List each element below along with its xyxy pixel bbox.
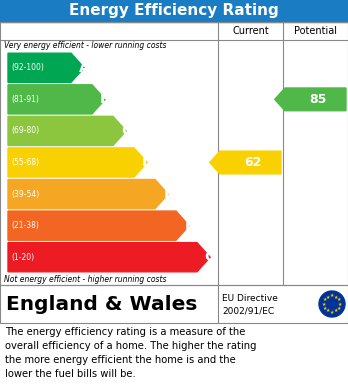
Polygon shape [8,179,168,209]
Text: ★: ★ [322,301,326,307]
Text: Current: Current [232,26,269,36]
Text: lower the fuel bills will be.: lower the fuel bills will be. [5,369,136,379]
Text: Potential: Potential [294,26,337,36]
Text: ★: ★ [326,308,330,314]
Text: ★: ★ [323,298,327,303]
Text: F: F [184,219,194,233]
Text: (69-80): (69-80) [11,126,39,135]
Bar [0,285,348,323]
Polygon shape [8,117,126,145]
Text: B: B [100,92,110,106]
Text: 2002/91/EC: 2002/91/EC [222,306,274,315]
Text: ★: ★ [326,294,330,300]
Text: (39-54): (39-54) [11,190,39,199]
Polygon shape [8,85,105,114]
Text: Energy Efficiency Rating: Energy Efficiency Rating [69,4,279,18]
Text: G: G [204,250,216,264]
Text: (21-38): (21-38) [11,221,39,230]
Text: C: C [121,124,131,138]
Circle shape [319,291,345,317]
Text: ★: ★ [337,298,341,303]
Text: ★: ★ [334,308,338,314]
Text: (1-20): (1-20) [11,253,34,262]
Text: D: D [141,156,153,170]
Text: (92-100): (92-100) [11,63,44,72]
Text: England & Wales: England & Wales [6,294,197,314]
Polygon shape [8,243,210,272]
Text: Very energy efficient - lower running costs: Very energy efficient - lower running co… [4,41,166,50]
Text: ★: ★ [337,305,341,310]
Text: EU Directive: EU Directive [222,294,278,303]
Text: the more energy efficient the home is and the: the more energy efficient the home is an… [5,355,236,365]
Bar [0,0,348,22]
Text: ★: ★ [323,305,327,310]
Text: (81-91): (81-91) [11,95,39,104]
Text: (55-68): (55-68) [11,158,39,167]
Text: 85: 85 [309,93,326,106]
Polygon shape [8,53,84,83]
Text: 62: 62 [244,156,261,169]
Polygon shape [275,88,346,111]
Text: ★: ★ [330,293,334,298]
Text: ★: ★ [338,301,342,307]
Text: overall efficiency of a home. The higher the rating: overall efficiency of a home. The higher… [5,341,256,351]
Polygon shape [8,211,189,240]
Text: ★: ★ [330,310,334,315]
Text: E: E [163,187,173,201]
Text: ★: ★ [334,294,338,300]
Text: The energy efficiency rating is a measure of the: The energy efficiency rating is a measur… [5,327,245,337]
Polygon shape [8,148,147,177]
Polygon shape [210,151,281,174]
Bar [0,22,348,285]
Text: A: A [79,61,89,75]
Text: Not energy efficient - higher running costs: Not energy efficient - higher running co… [4,275,166,284]
